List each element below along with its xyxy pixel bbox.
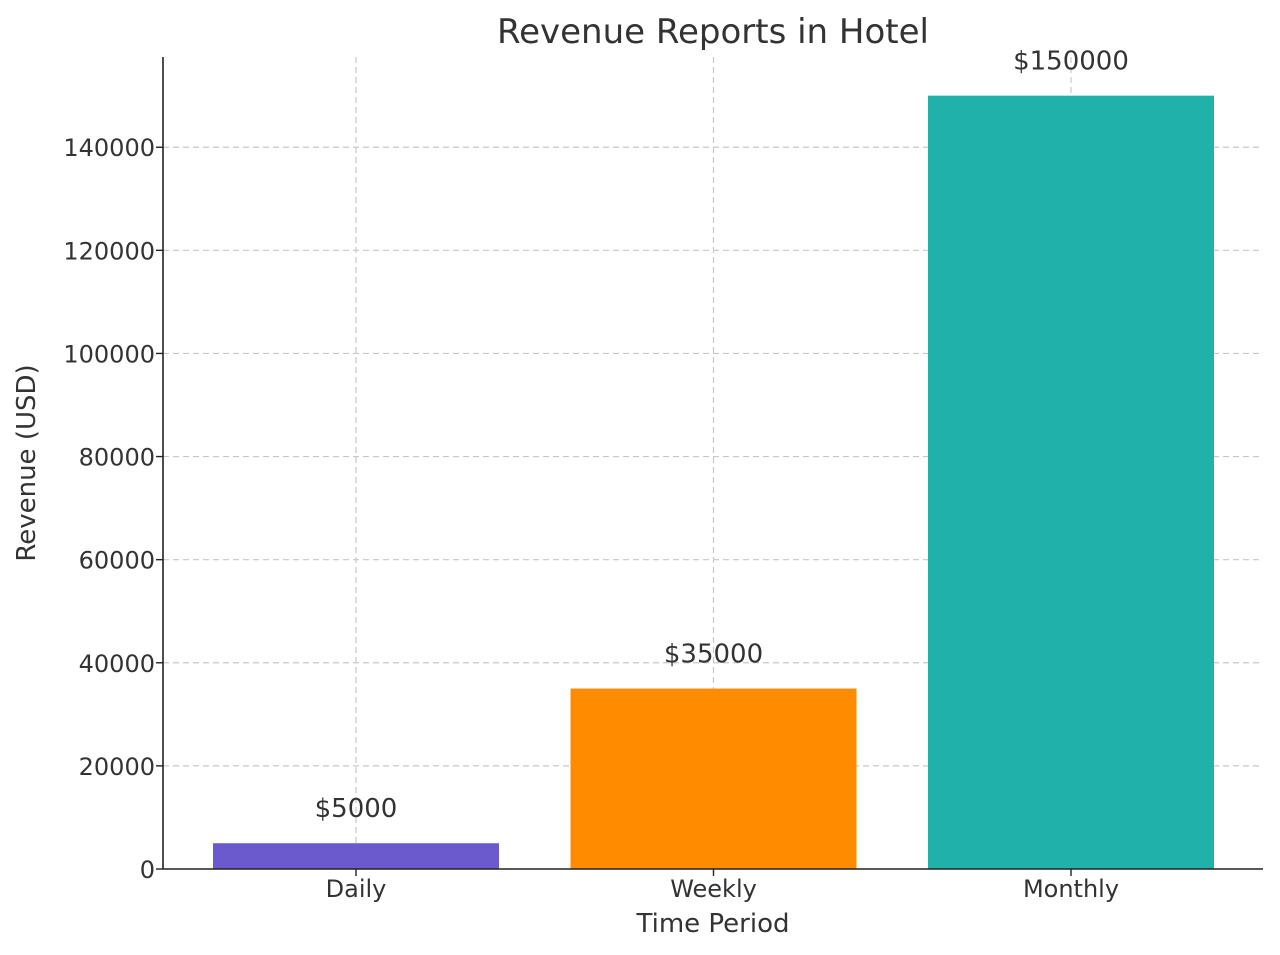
y-tick-label: 40000: [79, 650, 155, 678]
y-tick-label: 140000: [63, 134, 155, 162]
x-axis-label: Time Period: [636, 909, 790, 939]
y-ticks: 0 20000 40000 60000 80000 100000 120000 140000: [63, 134, 163, 884]
x-tick-label: Monthly: [1023, 875, 1119, 903]
chart-title: Revenue Reports in Hotel: [497, 12, 929, 52]
bars: [213, 95, 1214, 869]
data-labels: $5000 $35000 $150000: [315, 47, 1129, 825]
data-label: $5000: [315, 794, 398, 824]
data-label: $35000: [664, 640, 763, 670]
x-tick-label: Weekly: [670, 875, 757, 903]
y-tick-label: 80000: [79, 444, 155, 472]
y-tick-label: 60000: [79, 547, 155, 575]
y-axis-label: Revenue (USD): [12, 364, 42, 561]
bar-weekly: [570, 688, 857, 869]
y-tick-label: 0: [140, 856, 155, 884]
y-tick-label: 100000: [63, 340, 155, 368]
x-tick-label: Daily: [326, 875, 387, 903]
bar-daily: [213, 843, 499, 869]
y-tick-label: 20000: [79, 753, 155, 781]
bar-monthly: [928, 95, 1214, 869]
x-ticks: Daily Weekly Monthly: [326, 869, 1119, 903]
data-label: $150000: [1013, 47, 1129, 77]
y-tick-label: 120000: [63, 237, 155, 265]
